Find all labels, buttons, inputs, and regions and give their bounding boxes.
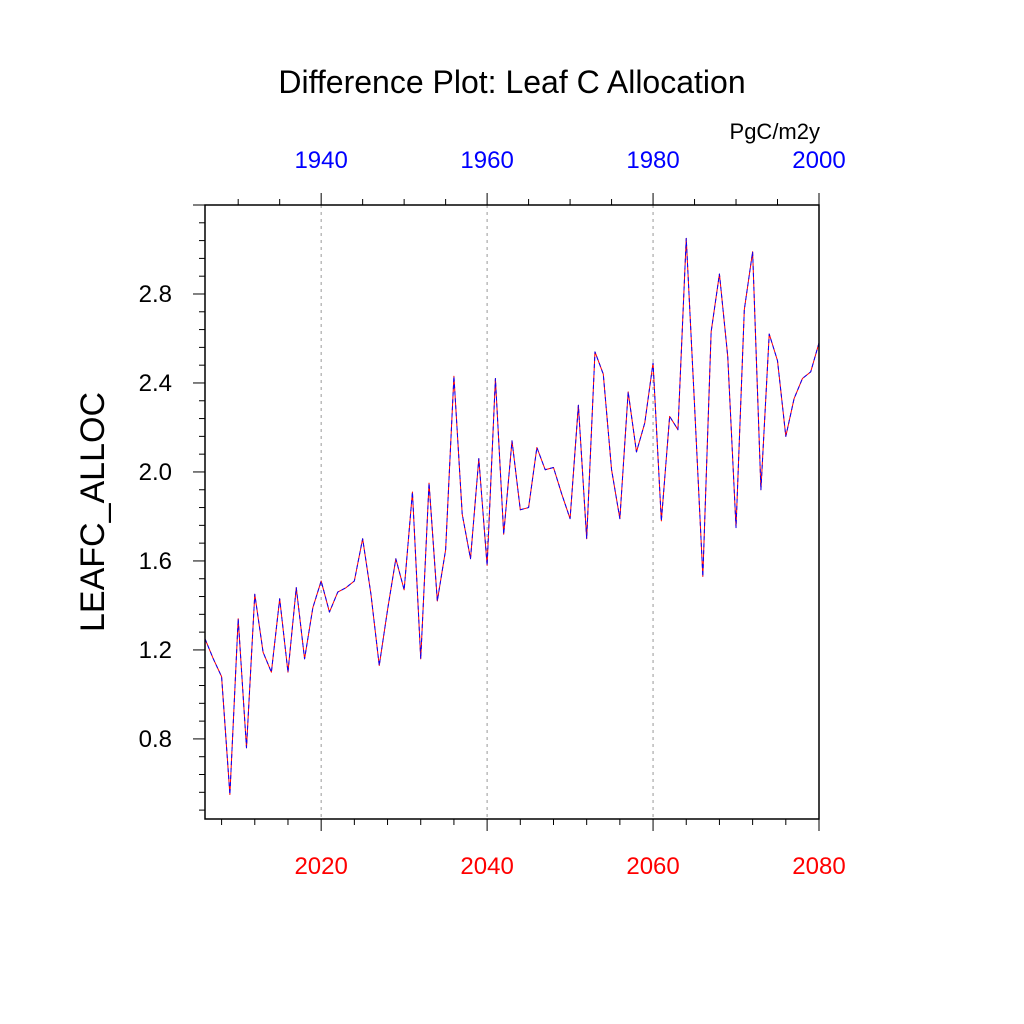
x-tick-label: 2080 xyxy=(792,853,845,880)
series-layer xyxy=(204,237,820,796)
series-line xyxy=(204,237,820,796)
x-tick-label: 2020 xyxy=(294,853,347,880)
top-tick-label: 1960 xyxy=(460,147,513,174)
y-tick-label: 1.2 xyxy=(139,637,172,664)
y-tick-label: 2.4 xyxy=(139,370,172,397)
y-tick-label: 2.0 xyxy=(139,459,172,486)
chart-title: Difference Plot: Leaf C Allocation xyxy=(278,64,745,100)
series-line xyxy=(204,237,820,796)
units-label: PgC/m2y xyxy=(730,119,820,144)
top-tick-label: 2000 xyxy=(792,147,845,174)
reference-lines xyxy=(320,205,654,819)
y-tick-label: 0.8 xyxy=(139,726,172,753)
y-axis-label: LEAFC_ALLOC xyxy=(74,392,112,632)
top-tick-label: 1940 xyxy=(294,147,347,174)
axes: 2020 2040 2060 2080 1940 1960 1980 2000 0.8 1.2 1.… xyxy=(139,147,846,880)
y-tick-label: 2.8 xyxy=(139,281,172,308)
top-tick-label: 1980 xyxy=(626,147,679,174)
plot-frame xyxy=(204,204,820,820)
x-tick-label: 2040 xyxy=(460,853,513,880)
x-tick-label: 2060 xyxy=(626,853,679,880)
y-tick-label: 1.6 xyxy=(139,548,172,575)
